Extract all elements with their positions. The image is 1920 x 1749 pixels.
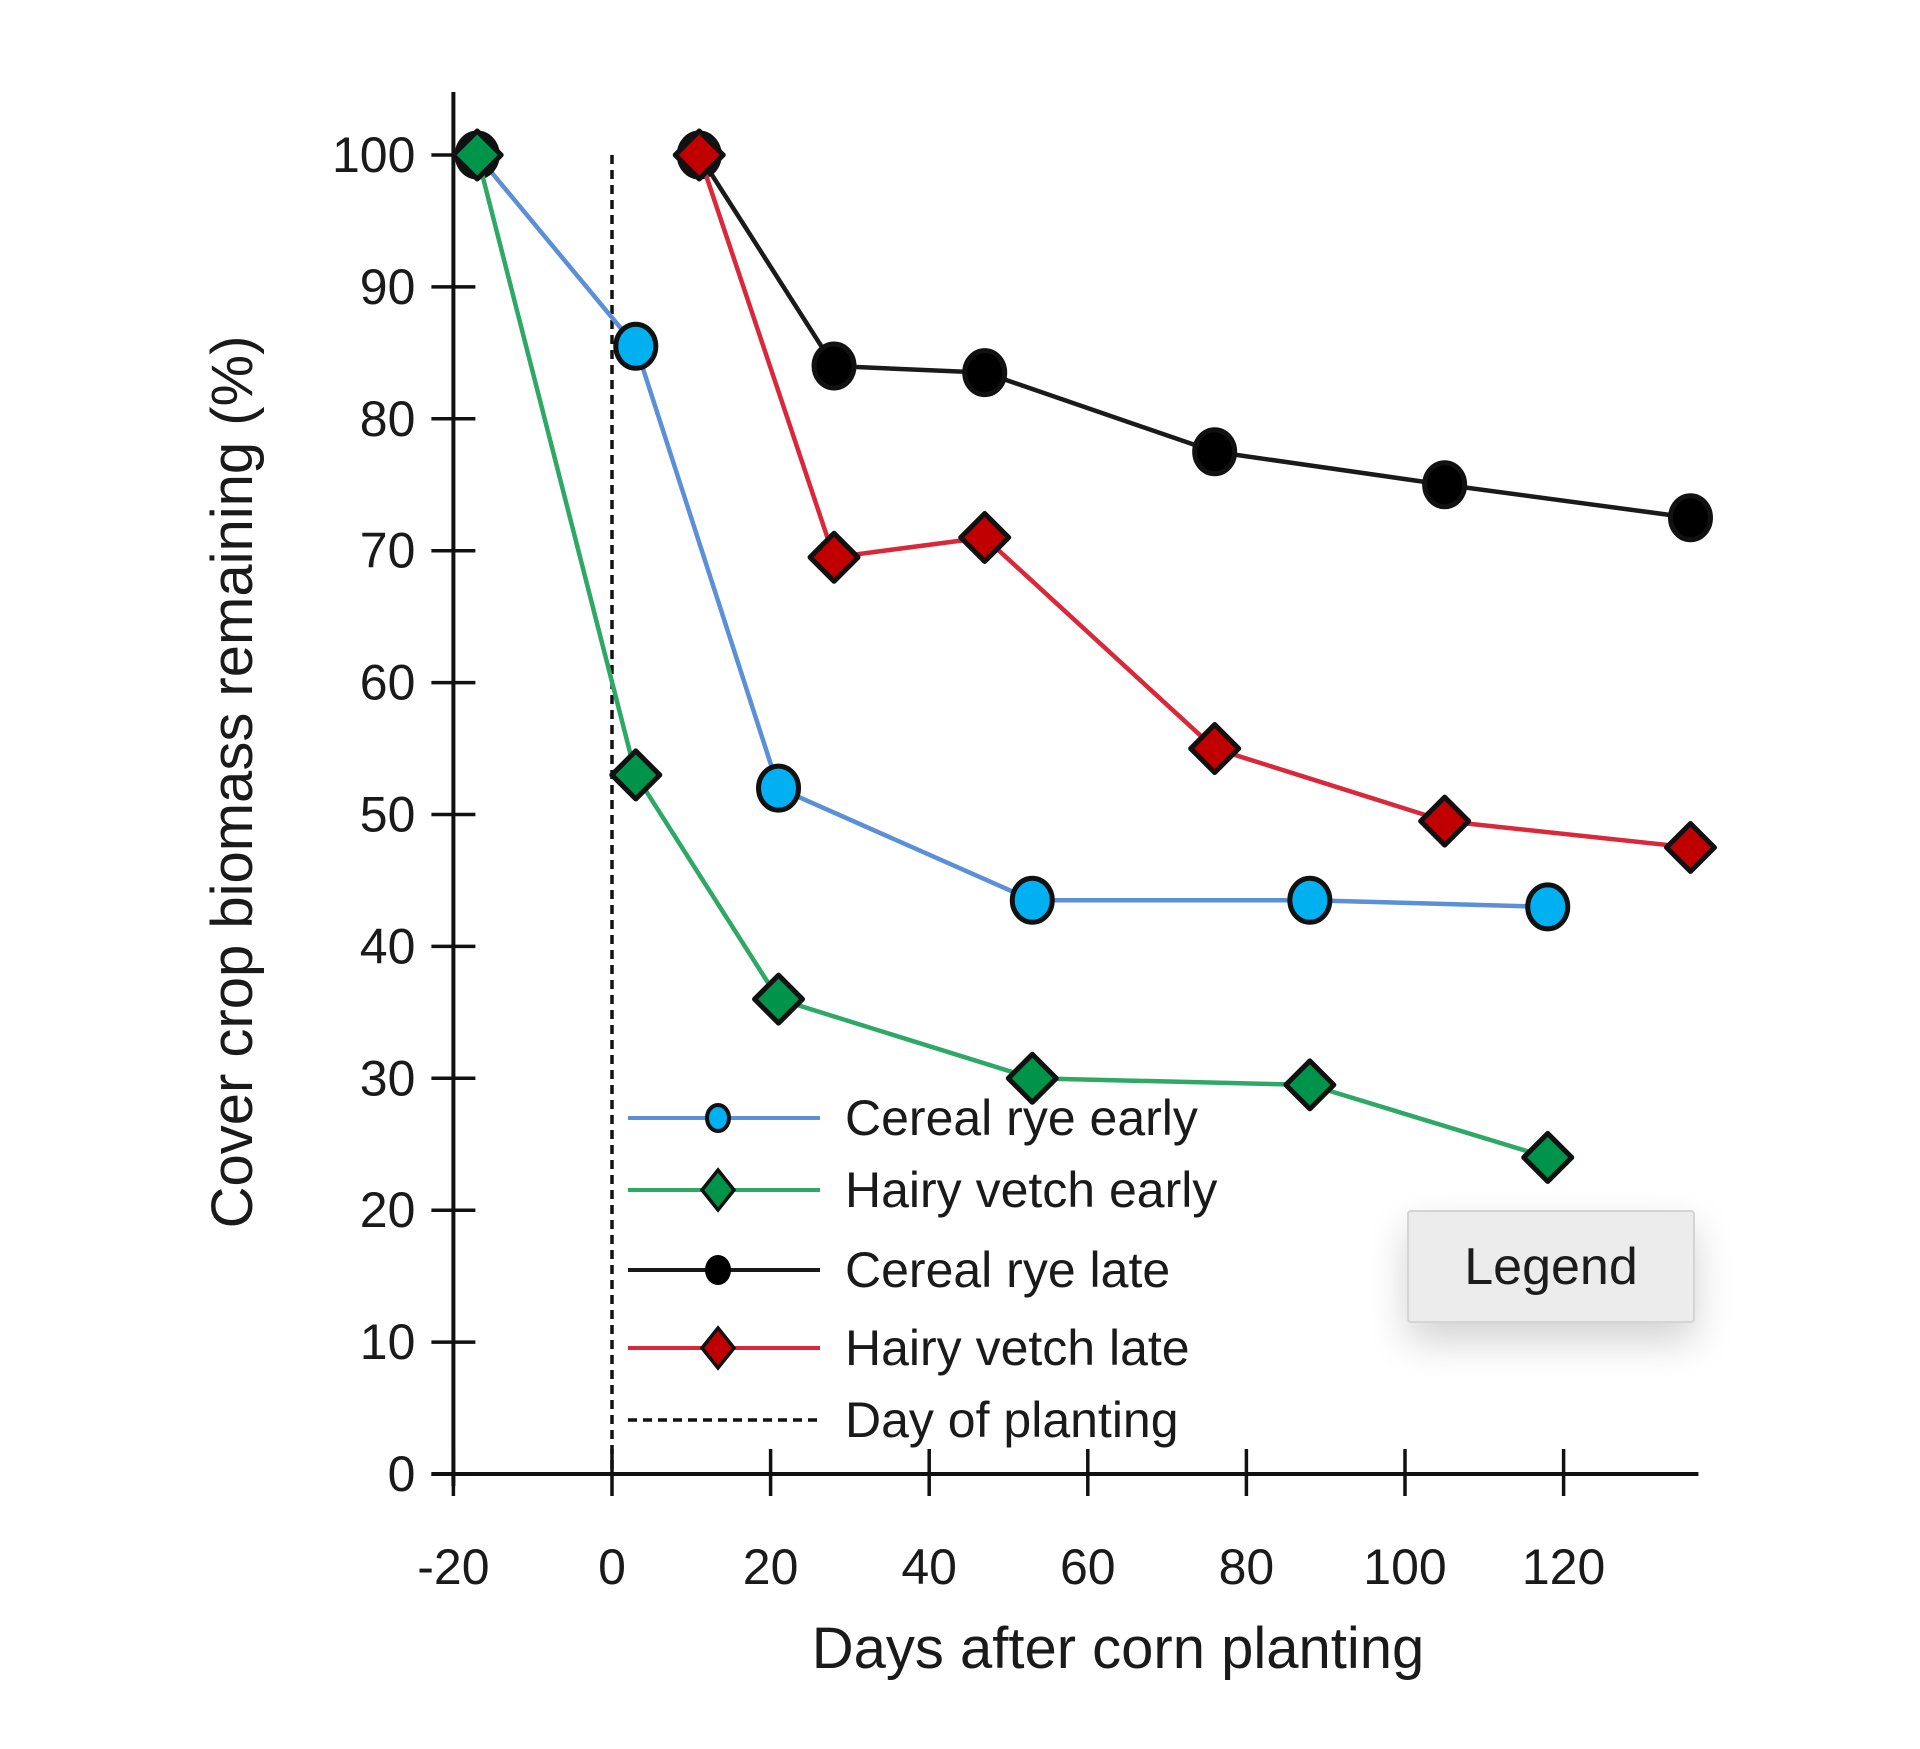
legend-item-hairy-vetch-early: Hairy vetch early bbox=[628, 1162, 1217, 1218]
series-hairy-vetch-late bbox=[672, 128, 1717, 874]
legend-item-day-of-planting: Day of planting bbox=[628, 1392, 1179, 1448]
data-point[interactable] bbox=[1663, 820, 1717, 874]
y-tick-label: 60 bbox=[360, 655, 416, 711]
data-point[interactable] bbox=[1422, 460, 1468, 510]
series-cereal-rye-late bbox=[676, 130, 1713, 543]
data-point[interactable] bbox=[958, 511, 1012, 565]
circle-marker-icon bbox=[705, 1255, 731, 1285]
y-tick-label: 40 bbox=[360, 918, 416, 974]
y-tick-label: 30 bbox=[360, 1050, 416, 1106]
x-tick-label: 40 bbox=[901, 1539, 957, 1595]
y-tick-label: 100 bbox=[332, 127, 415, 183]
legend-label: Hairy vetch early bbox=[845, 1162, 1217, 1218]
data-point[interactable] bbox=[609, 748, 663, 802]
y-tick-label: 90 bbox=[360, 259, 416, 315]
data-point[interactable] bbox=[1287, 875, 1333, 925]
data-point[interactable] bbox=[1521, 1130, 1575, 1184]
series-cereal-rye-early bbox=[454, 130, 1571, 932]
data-point[interactable] bbox=[450, 128, 504, 182]
data-point[interactable] bbox=[1188, 722, 1242, 776]
data-point[interactable] bbox=[1009, 875, 1055, 925]
legend-item-cereal-rye-early: Cereal rye early bbox=[628, 1090, 1198, 1146]
y-tick-label: 80 bbox=[360, 391, 416, 447]
y-tick-label: 0 bbox=[388, 1446, 416, 1502]
series-hairy-vetch-early bbox=[450, 128, 1575, 1184]
series-layer bbox=[450, 128, 1717, 1184]
data-point[interactable] bbox=[1525, 882, 1571, 932]
x-tick-label: 100 bbox=[1363, 1539, 1446, 1595]
diamond-marker-icon bbox=[699, 1325, 737, 1371]
data-point[interactable] bbox=[1283, 1058, 1337, 1112]
x-tick-label: 120 bbox=[1522, 1539, 1605, 1595]
legend-label: Day of planting bbox=[845, 1392, 1179, 1448]
x-tick-label: 0 bbox=[598, 1539, 626, 1595]
x-tick-label: 20 bbox=[743, 1539, 799, 1595]
y-axis-title: Cover crop biomass remaining (%) bbox=[200, 336, 265, 1229]
legend-item-cereal-rye-late: Cereal rye late bbox=[628, 1242, 1170, 1298]
y-tick-label: 20 bbox=[360, 1182, 416, 1238]
legend-tooltip: Legend bbox=[1407, 1210, 1695, 1323]
data-point[interactable] bbox=[811, 341, 857, 391]
chart-legend[interactable]: Cereal rye early Hairy vetch early Cerea… bbox=[628, 1090, 1217, 1448]
data-point[interactable] bbox=[613, 321, 659, 371]
data-point[interactable] bbox=[1418, 794, 1472, 848]
legend-item-hairy-vetch-late: Hairy vetch late bbox=[628, 1320, 1190, 1376]
x-tick-label: 60 bbox=[1060, 1539, 1116, 1595]
y-tick-label: 50 bbox=[360, 787, 416, 843]
data-point[interactable] bbox=[962, 348, 1008, 398]
circle-marker-icon bbox=[705, 1103, 731, 1133]
x-tick-label: -20 bbox=[417, 1539, 489, 1595]
x-tick-label: 80 bbox=[1219, 1539, 1275, 1595]
legend-label: Hairy vetch late bbox=[845, 1320, 1190, 1376]
data-point[interactable] bbox=[756, 763, 802, 813]
y-tick-label: 10 bbox=[360, 1314, 416, 1370]
y-tick-label: 70 bbox=[360, 523, 416, 579]
data-point[interactable] bbox=[672, 128, 726, 182]
diamond-marker-icon bbox=[699, 1167, 737, 1213]
legend-label: Cereal rye early bbox=[845, 1090, 1198, 1146]
x-axis-title: Days after corn planting bbox=[812, 1616, 1425, 1681]
legend-label: Cereal rye late bbox=[845, 1242, 1170, 1298]
data-point[interactable] bbox=[1667, 493, 1713, 543]
data-point[interactable] bbox=[1005, 1051, 1059, 1105]
data-point[interactable] bbox=[752, 972, 806, 1026]
data-point[interactable] bbox=[1192, 427, 1238, 477]
data-point[interactable] bbox=[807, 530, 861, 584]
